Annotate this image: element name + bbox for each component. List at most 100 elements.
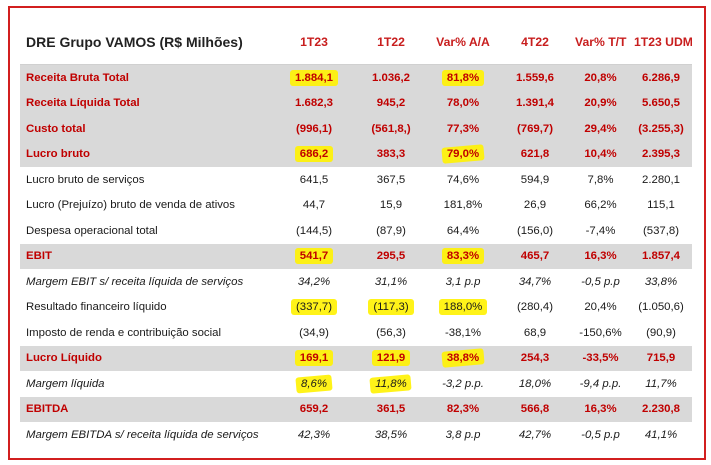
cell: 16,3% — [571, 243, 630, 269]
row-label: Lucro Líquido — [20, 345, 273, 371]
col-header: 1T23 — [273, 20, 355, 65]
cell: 1.391,4 — [499, 90, 571, 116]
cell-value: 11,8% — [375, 377, 407, 390]
cell: 20,8% — [571, 64, 630, 91]
cell: 1.559,6 — [499, 64, 571, 91]
row-label: EBIT — [20, 243, 273, 269]
row-label: EBITDA — [20, 396, 273, 422]
cell: 367,5 — [376, 173, 406, 186]
cell: 383,3 — [355, 141, 427, 167]
cell: 566,8 — [499, 396, 571, 422]
cell-value: 79,0% — [446, 148, 480, 161]
cell: 686,2 — [273, 141, 355, 167]
cell: -0,5 p.p — [581, 428, 620, 441]
cell: (90,9) — [646, 326, 676, 339]
cell: 2.230,8 — [630, 396, 692, 422]
cell: 5.650,5 — [630, 90, 692, 116]
cell: 254,3 — [499, 345, 571, 371]
row-label: Despesa operacional total — [26, 224, 158, 237]
row-label: Resultado financeiro líquido — [26, 301, 167, 314]
cell: 1.857,4 — [630, 243, 692, 269]
cell: 33,8% — [644, 275, 678, 288]
row-label: Imposto de renda e contribuição social — [26, 326, 222, 339]
cell: 6.286,9 — [630, 64, 692, 91]
cell: 64,4% — [446, 224, 480, 237]
row-label: Margem EBITDA s/ receita líquida de serv… — [26, 428, 259, 441]
cell: 641,5 — [299, 173, 329, 186]
cell: 41,1% — [644, 428, 678, 441]
cell: 3,8 p.p — [445, 428, 481, 441]
cell: -33,5% — [571, 345, 630, 371]
cell: 8,6% — [273, 371, 355, 397]
table-row: Lucro bruto de serviços 641,5 367,5 74,6… — [20, 167, 692, 193]
cell: 2.395,3 — [630, 141, 692, 167]
cell: 11,7% — [645, 377, 677, 390]
cell: -150,6% — [579, 326, 622, 339]
header-row: DRE Grupo VAMOS (R$ Milhões) 1T23 1T22 V… — [20, 20, 692, 65]
row-label: Margem EBIT s/ receita líquida de serviç… — [26, 275, 244, 288]
cell: 465,7 — [499, 243, 571, 269]
cell: 42,7% — [518, 428, 552, 441]
table-row: EBIT 541,7 295,5 83,3% 465,7 16,3% 1.857… — [20, 243, 692, 269]
dre-table: DRE Grupo VAMOS (R$ Milhões) 1T23 1T22 V… — [20, 20, 692, 448]
cell: 79,0% — [427, 141, 499, 167]
cell: 42,3% — [297, 428, 331, 441]
cell: 83,3% — [427, 243, 499, 269]
cell-value: 81,8% — [446, 71, 480, 84]
row-label: Lucro bruto de serviços — [26, 173, 145, 186]
cell-value: 1.884,1 — [294, 71, 333, 84]
table-title: DRE Grupo VAMOS (R$ Milhões) — [20, 20, 273, 65]
cell-value: 188,0% — [443, 301, 483, 314]
cell: 594,9 — [520, 173, 550, 186]
cell: 715,9 — [630, 345, 692, 371]
table-row: Receita Líquida Total 1.682,3 945,2 78,0… — [20, 90, 692, 116]
cell: 38,5% — [374, 428, 408, 441]
cell-value: 8,6% — [301, 377, 327, 390]
table-row: Lucro (Prejuízo) bruto de venda de ativo… — [20, 193, 692, 219]
cell: 541,7 — [273, 243, 355, 269]
cell: -7,4% — [585, 224, 616, 237]
cell: 38,8% — [427, 345, 499, 371]
cell: 10,4% — [571, 141, 630, 167]
cell: 121,9 — [355, 345, 427, 371]
cell: 77,3% — [427, 116, 499, 142]
cell: 34,7% — [518, 275, 552, 288]
table-row: Imposto de renda e contribuição social (… — [20, 320, 692, 346]
col-header: Var% A/A — [427, 20, 499, 65]
cell: 20,9% — [571, 90, 630, 116]
cell-value: 169,1 — [299, 352, 329, 365]
cell: 621,8 — [499, 141, 571, 167]
cell: 2.280,1 — [641, 173, 680, 186]
cell: 81,8% — [427, 64, 499, 91]
cell: 78,0% — [427, 90, 499, 116]
cell: -3,2 p.p. — [442, 377, 484, 390]
cell: 29,4% — [571, 116, 630, 142]
col-header: 1T22 — [355, 20, 427, 65]
cell: 11,8% — [355, 371, 427, 397]
table-row: EBITDA 659,2 361,5 82,3% 566,8 16,3% 2.2… — [20, 396, 692, 422]
cell: 31,1% — [374, 275, 408, 288]
cell: (537,8) — [642, 224, 680, 237]
cell: (87,9) — [376, 224, 406, 237]
cell: (769,7) — [499, 116, 571, 142]
cell: 44,7 — [302, 199, 326, 212]
cell: 20,4% — [584, 301, 617, 314]
cell: 16,3% — [571, 396, 630, 422]
cell: (1.050,6) — [638, 301, 684, 314]
table-row: Custo total (996,1) (561,8,) 77,3% (769,… — [20, 116, 692, 142]
cell: 1.682,3 — [273, 90, 355, 116]
cell: 361,5 — [355, 396, 427, 422]
cell: -9,4 p.p. — [579, 377, 622, 390]
row-label: Lucro (Prejuízo) bruto de venda de ativo… — [26, 199, 235, 212]
cell: (56,3) — [376, 326, 406, 339]
table-row: Despesa operacional total (144,5) (87,9)… — [20, 218, 692, 244]
cell: (996,1) — [273, 116, 355, 142]
cell: 295,5 — [355, 243, 427, 269]
cell: (561,8,) — [355, 116, 427, 142]
cell: 115,1 — [647, 199, 675, 212]
cell-value: 83,3% — [446, 250, 480, 263]
cell: 181,8% — [443, 199, 483, 212]
row-label: Margem líquida — [26, 377, 105, 390]
cell: (34,9) — [299, 326, 329, 339]
col-header: 1T23 UDM — [630, 20, 692, 65]
